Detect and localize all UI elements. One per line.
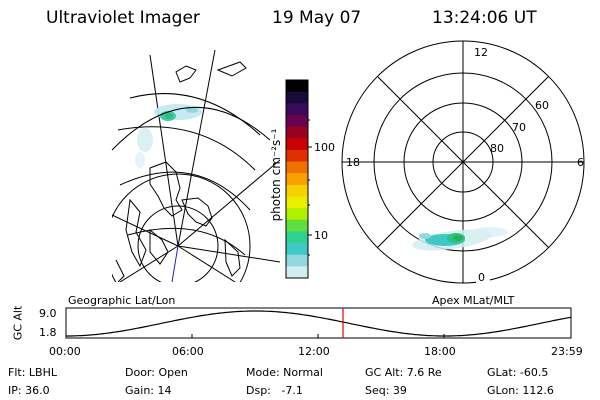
coastline — [125, 198, 147, 268]
map-grid-line — [129, 93, 261, 136]
status-filter: Flt: LBHL — [8, 366, 57, 379]
x-tick-label: 23:59 — [551, 345, 583, 358]
geographic-map — [112, 50, 280, 282]
colorbar-segment — [286, 138, 308, 151]
polar-label-bg — [472, 46, 488, 59]
colorbar-segment — [286, 103, 308, 116]
polar-plot — [341, 40, 585, 284]
lat-label-80: 80 — [490, 142, 504, 155]
map-meridian — [119, 245, 179, 282]
colorbar-segment — [286, 91, 308, 104]
x-tick-label: 06:00 — [172, 345, 204, 358]
map-pole-circle — [137, 205, 219, 282]
colorbar — [285, 79, 312, 279]
colorbar-segment — [286, 243, 308, 256]
map-grid-line — [119, 171, 251, 211]
polar-label-bg — [476, 270, 490, 283]
status-gain: Gain: 14 — [125, 384, 172, 397]
coastline — [149, 228, 169, 265]
left-panel-caption: Geographic Lat/Lon — [68, 294, 176, 307]
status-glat: GLat: -60.5 — [487, 366, 549, 379]
coastline — [175, 65, 197, 83]
map-grid-line — [127, 227, 246, 256]
aurora-emission — [135, 104, 202, 168]
map-pole-circle — [112, 173, 251, 282]
status-mode: Mode: Normal — [246, 366, 323, 379]
colorbar-segment — [286, 161, 308, 174]
status-ip: IP: 36.0 — [8, 384, 50, 397]
aurora-oval — [412, 227, 508, 251]
mlt-label-12: 12 — [474, 46, 488, 59]
status-door: Door: Open — [125, 366, 188, 379]
colorbar-tick-label: 10 — [314, 229, 328, 242]
coastline — [149, 161, 183, 217]
status-gc-alt: GC Alt: 7.6 Re — [365, 366, 442, 379]
coastline — [115, 259, 125, 282]
map-meridian — [177, 159, 280, 247]
lat-label-70: 70 — [512, 121, 526, 134]
altitude-plot-frame — [65, 307, 572, 339]
mlt-label-0: 0 — [478, 271, 485, 284]
colorbar-segment — [286, 219, 308, 232]
colorbar-segment — [286, 208, 308, 221]
lat-label-60: 60 — [535, 99, 549, 112]
colorbar-segment — [286, 149, 308, 163]
status-seq: Seq: 39 — [365, 384, 407, 397]
status-dsp: Dsp: -7.1 — [246, 384, 303, 397]
map-horizon — [111, 106, 271, 151]
altitude-ytick-top: 9.0 — [39, 307, 57, 320]
instrument-title: Ultraviolet Imager — [46, 8, 200, 28]
header-date: 19 May 07 — [272, 8, 362, 28]
coastline — [216, 61, 247, 77]
sub-satellite-track — [171, 245, 179, 282]
colorbar-segment — [286, 114, 308, 128]
colorbar-frame — [285, 79, 309, 279]
x-tick-label: 00:00 — [49, 345, 81, 358]
mlt-label-18: 18 — [346, 156, 360, 169]
map-meridian — [177, 245, 236, 282]
colorbar-segment — [286, 173, 308, 186]
coastline — [224, 238, 241, 277]
status-glon: GLon: 112.6 — [487, 384, 554, 397]
right-panel-caption: Apex MLat/MLT — [432, 294, 515, 307]
colorbar-segment — [286, 80, 308, 93]
altitude-plot — [65, 307, 572, 339]
altitude-ytick-bottom: 1.8 — [39, 326, 57, 339]
polar-axis-diagonal — [377, 76, 549, 248]
map-meridian — [177, 245, 280, 263]
map-meridian — [112, 214, 179, 247]
x-tick-label: 18:00 — [424, 345, 456, 358]
map-meridian — [177, 50, 216, 247]
colorbar-segment — [286, 231, 308, 244]
altitude-ylabel: GC Alt — [11, 305, 25, 341]
colorbar-segment — [286, 196, 308, 209]
colorbar-segment — [286, 266, 308, 279]
x-tick-label: 12:00 — [298, 345, 330, 358]
coastline — [181, 197, 213, 227]
colorbar-tick-label: 100 — [314, 141, 335, 154]
altitude-curve — [66, 310, 572, 337]
mlt-label-6: 6 — [577, 156, 584, 169]
map-grid-line — [117, 126, 256, 171]
colorbar-segment — [286, 126, 308, 139]
map-meridian — [149, 54, 179, 247]
colorbar-unit-label: photon cm⁻²s⁻¹ — [269, 128, 283, 222]
header-time: 13:24:06 UT — [432, 8, 537, 28]
colorbar-segment — [286, 254, 308, 267]
colorbar-segment — [286, 184, 308, 197]
